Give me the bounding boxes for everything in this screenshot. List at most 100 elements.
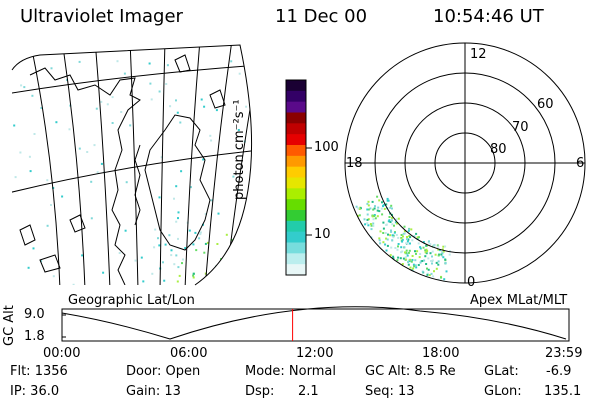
colorbar-cell [286, 145, 306, 157]
aurora-speck [203, 105, 206, 108]
aurora-speck [386, 199, 389, 202]
aurora-speck [431, 255, 433, 258]
aurora-speck [142, 280, 145, 283]
aurora-speck [204, 242, 207, 245]
aurora-speck [192, 272, 195, 275]
aurora-speck [50, 204, 52, 206]
aurora-speck [224, 280, 227, 283]
aurora-speck [406, 240, 409, 243]
door-status: Door: Open [126, 364, 201, 379]
aurora-speck [378, 210, 381, 213]
aurora-speck [421, 260, 424, 262]
aurora-speck [400, 234, 403, 236]
aurora-speck [440, 276, 443, 279]
aurora-speck [432, 275, 435, 278]
aurora-speck [390, 230, 393, 233]
aurora-speck [247, 246, 249, 249]
aurora-speck [387, 233, 389, 236]
colorbar-tick-100: 100 [314, 140, 339, 155]
aurora-speck [46, 224, 49, 227]
aurora-speck [388, 219, 391, 222]
aurora-speck [118, 252, 121, 254]
aurora-speck [404, 251, 406, 254]
aurora-speck [391, 234, 394, 237]
aurora-speck [359, 207, 362, 210]
aurora-speck [423, 259, 426, 262]
aurora-speck [422, 246, 425, 249]
aurora-speck [413, 235, 416, 238]
aurora-speck [181, 262, 183, 265]
aurora-speck [431, 262, 433, 265]
aurora-speck [408, 260, 411, 263]
aurora-speck [413, 265, 416, 268]
aurora-speck [390, 218, 393, 221]
glon-value: 135.1 [544, 384, 582, 399]
polar-grid [344, 42, 586, 284]
aurora-speck [402, 235, 404, 238]
colorbar-cell [286, 210, 306, 222]
aurora-speck [429, 252, 432, 255]
aurora-speck [405, 249, 408, 252]
aurora-speck [379, 230, 382, 233]
aurora-speck [228, 264, 231, 267]
aurora-speck [404, 232, 407, 235]
aurora-speck [429, 243, 432, 246]
aurora-speck [382, 241, 385, 244]
aurora-speck [401, 240, 404, 243]
aurora-speck [389, 254, 392, 257]
latitude-grid [12, 64, 252, 196]
aurora-speck [367, 200, 370, 203]
aurora-speck [372, 208, 375, 211]
aurora-speck [415, 266, 418, 269]
aurora-speck [125, 181, 128, 184]
aurora-speck [406, 254, 409, 257]
aurora-speck [177, 237, 179, 240]
aurora-speck [90, 180, 93, 183]
aurora-speck [400, 251, 403, 254]
aurora-speck [153, 246, 156, 249]
aurora-speck [373, 215, 376, 217]
aurora-speck [435, 261, 438, 264]
dsp-value: 2.1 [298, 384, 319, 399]
aurora-speck [225, 233, 228, 236]
aurora-speck [148, 62, 151, 65]
aurora-speck [428, 240, 430, 243]
aurora-speck [238, 237, 241, 240]
aurora-speck [210, 139, 213, 142]
aurora-speck [32, 247, 35, 250]
aurora-speck [444, 245, 447, 248]
aurora-speck [417, 264, 420, 266]
aurora-speck [40, 260, 43, 263]
polar-aurora-emission [355, 195, 451, 281]
aurora-speck [415, 252, 417, 255]
aurora-speck [390, 204, 393, 207]
aurora-speck [386, 238, 389, 241]
colorbar-unit-label: photon cm⁻²s⁻¹ [232, 99, 247, 200]
aurora-speck [358, 214, 361, 217]
aurora-speck [151, 272, 154, 275]
aurora-speck [372, 218, 375, 221]
aurora-speck [402, 232, 405, 235]
aurora-speck [426, 273, 429, 276]
aurora-speck [430, 260, 433, 262]
aurora-speck [176, 111, 179, 114]
aurora-speck [81, 254, 84, 257]
aurora-speck [46, 179, 49, 182]
aurora-speck [428, 274, 431, 277]
aurora-speck [442, 250, 445, 253]
aurora-speck [391, 216, 394, 219]
aurora-speck [217, 212, 220, 215]
aurora-speck [240, 240, 243, 243]
aurora-speck [9, 210, 11, 212]
aurora-speck [401, 238, 404, 241]
aurora-speck [395, 218, 398, 221]
ytick-1-8: 1.8 [24, 329, 45, 344]
aurora-speck [175, 99, 177, 102]
aurora-speck [392, 255, 395, 258]
aurora-speck [409, 236, 412, 239]
aurora-speck [215, 109, 218, 112]
aurora-speck [396, 248, 399, 251]
aurora-speck [373, 207, 376, 210]
colorbar-cell [286, 220, 306, 233]
aurora-speck [379, 242, 382, 245]
